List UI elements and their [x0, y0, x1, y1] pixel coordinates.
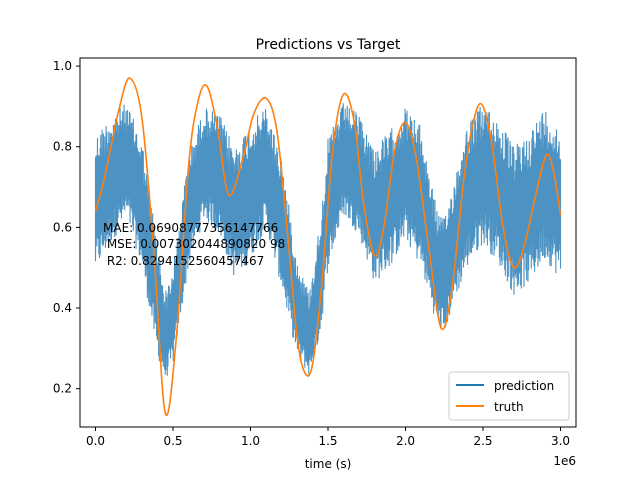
- annotation-mae: MAE: 0.06908777356147766: [103, 221, 278, 235]
- y-tick-label: 0.4: [53, 301, 72, 315]
- y-tick-label: 0.6: [53, 220, 72, 234]
- x-tick-label: 2.0: [396, 434, 415, 448]
- y-tick-label: 0.2: [53, 382, 72, 396]
- series-line-truth: [94, 77, 562, 416]
- annotation-mse: MSE: 0.007302044890820 98: [103, 237, 285, 251]
- chart-title: Predictions vs Target: [256, 37, 401, 53]
- y-axis: 0.2 0.4 0.6 0.8 1.0: [53, 59, 80, 396]
- x-tick-label: 1.0: [241, 434, 260, 448]
- legend-label-truth: truth: [494, 400, 524, 414]
- x-tick-label: 3.0: [551, 434, 570, 448]
- x-tick-label: 1.5: [318, 434, 337, 448]
- x-tick-label: 2.5: [473, 434, 492, 448]
- plot-area: [94, 77, 562, 416]
- x-axis: 0.0 0.5 1.0 1.5 2.0 2.5 3.0: [86, 427, 570, 448]
- x-axis-label: time (s): [305, 457, 352, 471]
- legend: prediction truth: [448, 371, 570, 421]
- y-tick-label: 0.8: [53, 140, 72, 154]
- y-tick-label: 1.0: [53, 59, 72, 73]
- annotation-r2: R2: 0.8294152560457467: [103, 254, 264, 268]
- x-tick-label: 0.0: [86, 434, 105, 448]
- legend-label-prediction: prediction: [494, 379, 554, 393]
- x-axis-offset-label: 1e6: [553, 454, 576, 468]
- x-tick-label: 0.5: [163, 434, 182, 448]
